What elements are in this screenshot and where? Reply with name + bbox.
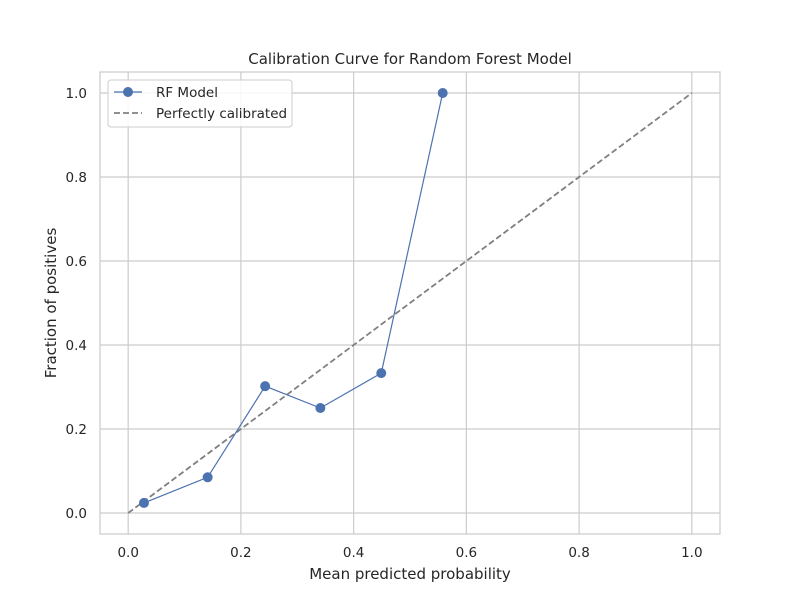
rf-model-line bbox=[143, 92, 444, 504]
legend-box bbox=[107, 79, 293, 128]
tick-labels: 0.0 0.2 0.4 0.6 0.8 1.0 0.0 0.2 0.4 0.6 0.8 1.0 bbox=[66, 86, 703, 561]
y-tick-label: 0.2 bbox=[66, 422, 87, 438]
x-tick-label: 0.2 bbox=[230, 545, 251, 561]
legend-rf-model-marker bbox=[123, 87, 133, 97]
chart-title: Calibration Curve for Random Forest Mode… bbox=[248, 50, 572, 68]
legend: RF Model Perfectly calibrated bbox=[107, 79, 293, 128]
rf-model-point bbox=[202, 472, 213, 483]
rf-model-point bbox=[437, 88, 448, 98]
rf-model-point bbox=[260, 381, 271, 392]
y-tick-label: 0.8 bbox=[66, 170, 87, 186]
y-tick-label: 0.0 bbox=[66, 506, 87, 522]
x-tick-label: 0.6 bbox=[456, 545, 477, 561]
y-axis-label: Fraction of positives bbox=[42, 228, 60, 379]
rf-model-point bbox=[138, 497, 149, 508]
axes-frame bbox=[99, 71, 721, 535]
x-tick-label: 1.0 bbox=[681, 545, 702, 561]
plot-area bbox=[127, 88, 693, 514]
rf-model-point bbox=[376, 368, 387, 379]
x-axis-label: Mean predicted probability bbox=[309, 565, 511, 583]
perfectly-calibrated-line bbox=[127, 92, 693, 514]
x-tick-label: 0.0 bbox=[117, 545, 138, 561]
legend-perfectly-calibrated-label: Perfectly calibrated bbox=[156, 106, 287, 122]
legend-rf-model-label: RF Model bbox=[156, 85, 218, 101]
y-tick-label: 1.0 bbox=[66, 86, 87, 102]
x-tick-label: 0.4 bbox=[343, 545, 364, 561]
y-tick-label: 0.4 bbox=[66, 338, 87, 354]
x-tick-label: 0.8 bbox=[568, 545, 589, 561]
rf-model-point bbox=[315, 403, 326, 413]
y-tick-label: 0.6 bbox=[66, 254, 87, 270]
